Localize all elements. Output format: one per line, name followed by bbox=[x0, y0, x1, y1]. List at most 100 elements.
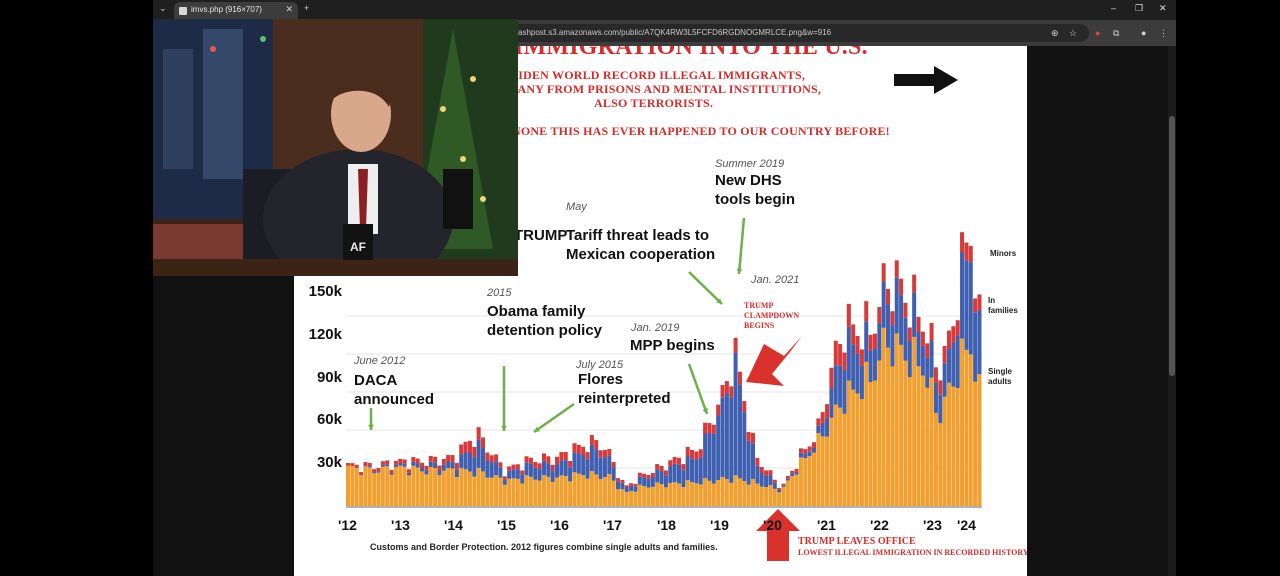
bar-segment bbox=[676, 464, 681, 484]
tab-close-icon[interactable]: ✕ bbox=[285, 4, 293, 14]
x-tick-label: '12 bbox=[338, 517, 357, 533]
bar-segment bbox=[938, 423, 943, 506]
bar-segment bbox=[624, 487, 629, 492]
bar-segment bbox=[354, 468, 359, 506]
bar-segment bbox=[459, 444, 464, 455]
menu-icon[interactable]: ⋮ bbox=[1159, 28, 1168, 38]
bar-segment bbox=[933, 367, 938, 383]
legend-in-families: In families bbox=[988, 296, 1018, 315]
bar-segment bbox=[890, 366, 895, 506]
bar-segment bbox=[576, 444, 581, 454]
bar-segment bbox=[681, 487, 686, 506]
bar-segment bbox=[951, 326, 956, 343]
bar-segment bbox=[803, 449, 808, 454]
bar-segment bbox=[933, 382, 938, 413]
bar-segment bbox=[707, 433, 712, 481]
bar-segment bbox=[929, 341, 934, 378]
minimize-icon[interactable]: – bbox=[1111, 3, 1117, 13]
bar-segment bbox=[559, 452, 564, 461]
bar-segment bbox=[964, 349, 969, 506]
bar-segment bbox=[690, 482, 695, 506]
address-bar[interactable]: ashpost.s3.amazonaws.com/public/A7QK4RW3… bbox=[483, 24, 1089, 42]
bar-segment bbox=[960, 232, 965, 253]
bar-segment bbox=[690, 449, 695, 459]
bar-segment bbox=[354, 464, 359, 468]
bar-segment bbox=[642, 477, 647, 487]
annotation-arrowhead bbox=[368, 424, 374, 430]
bar-segment bbox=[541, 474, 546, 506]
bar-segment bbox=[890, 311, 895, 326]
bar-segment bbox=[907, 341, 912, 377]
zoom-icon[interactable]: ⊕ bbox=[1051, 28, 1059, 38]
bar-segment bbox=[851, 324, 856, 345]
bar-segment bbox=[559, 460, 564, 476]
bar-segment bbox=[864, 361, 869, 506]
bar-segment bbox=[960, 252, 965, 339]
scrollbar[interactable] bbox=[1168, 46, 1176, 576]
bar-segment bbox=[707, 480, 712, 506]
tab-search-icon[interactable]: ⌄ bbox=[159, 3, 167, 13]
bar-segment bbox=[502, 479, 507, 485]
scrollbar-thumb[interactable] bbox=[1169, 116, 1175, 376]
bar-segment bbox=[881, 327, 886, 506]
bar-segment bbox=[811, 447, 816, 453]
bar-segment bbox=[380, 461, 385, 465]
bar-segment bbox=[476, 467, 481, 506]
bar-segment bbox=[920, 345, 925, 376]
bar-segment bbox=[742, 481, 747, 506]
bar-segment bbox=[637, 476, 642, 485]
bar-segment bbox=[594, 440, 599, 450]
bar-segment bbox=[589, 435, 594, 445]
chart-image: IMMIGRATION INTO THE U.S. BIDEN WORLD RE… bbox=[294, 46, 1027, 576]
bar-segment bbox=[607, 448, 612, 456]
bar-segment bbox=[916, 332, 921, 367]
bar-segment bbox=[973, 298, 978, 313]
annotation-arrow bbox=[533, 402, 575, 434]
bar-segment bbox=[537, 469, 542, 481]
bar-segment bbox=[467, 471, 472, 506]
bar-segment bbox=[406, 472, 411, 476]
mpp-date: Jan. 2019 bbox=[631, 322, 680, 334]
restore-icon[interactable]: ❐ bbox=[1135, 3, 1144, 13]
bar-segment bbox=[676, 483, 681, 506]
bar-segment bbox=[768, 470, 773, 476]
bar-segment bbox=[541, 453, 546, 461]
bar-segment bbox=[807, 446, 812, 452]
bar-segment bbox=[585, 478, 590, 506]
bar-segment bbox=[598, 479, 603, 506]
bar-segment bbox=[803, 453, 808, 459]
extensions-icon[interactable]: ⧉ bbox=[1113, 28, 1120, 38]
bar-segment bbox=[594, 449, 599, 475]
bar-segment bbox=[825, 436, 830, 506]
bar-segment bbox=[720, 384, 725, 398]
bar-segment bbox=[598, 450, 603, 458]
bar-segment bbox=[907, 327, 912, 342]
close-window-icon[interactable]: ✕ bbox=[1159, 3, 1167, 13]
bar-segment bbox=[559, 475, 564, 506]
bar-segment bbox=[881, 263, 886, 282]
bar-segment bbox=[589, 444, 594, 472]
bar-segment bbox=[703, 422, 708, 434]
tab-image[interactable]: imvs.php (916×707) ✕ bbox=[174, 2, 298, 20]
bookmark-star-icon[interactable]: ☆ bbox=[1069, 28, 1078, 38]
bar-segment bbox=[485, 460, 490, 478]
bar-segment bbox=[694, 459, 699, 484]
source-note: Customs and Border Protection. 2012 figu… bbox=[370, 542, 718, 552]
bar-segment bbox=[820, 412, 825, 423]
bar-segment bbox=[903, 360, 908, 506]
bar-segment bbox=[929, 377, 934, 506]
url-text[interactable]: ashpost.s3.amazonaws.com/public/A7QK4RW3… bbox=[518, 28, 832, 37]
new-tab-icon[interactable]: + bbox=[304, 3, 310, 13]
bar-segment bbox=[406, 469, 411, 473]
bar-segment bbox=[450, 455, 455, 462]
profile-icon[interactable]: ● bbox=[1141, 28, 1147, 38]
bar-segment bbox=[838, 407, 843, 506]
extension-badge-icon[interactable]: ● bbox=[1095, 28, 1101, 38]
bar-segment bbox=[777, 489, 782, 493]
bar-segment bbox=[463, 452, 468, 470]
bar-segment bbox=[450, 461, 455, 469]
headline-line-2: MANY FROM PRISONS AND MENTAL INSTITUTION… bbox=[506, 82, 822, 96]
bar-segment bbox=[877, 360, 882, 506]
bar-segment bbox=[807, 451, 812, 457]
bar-segment bbox=[398, 462, 403, 466]
